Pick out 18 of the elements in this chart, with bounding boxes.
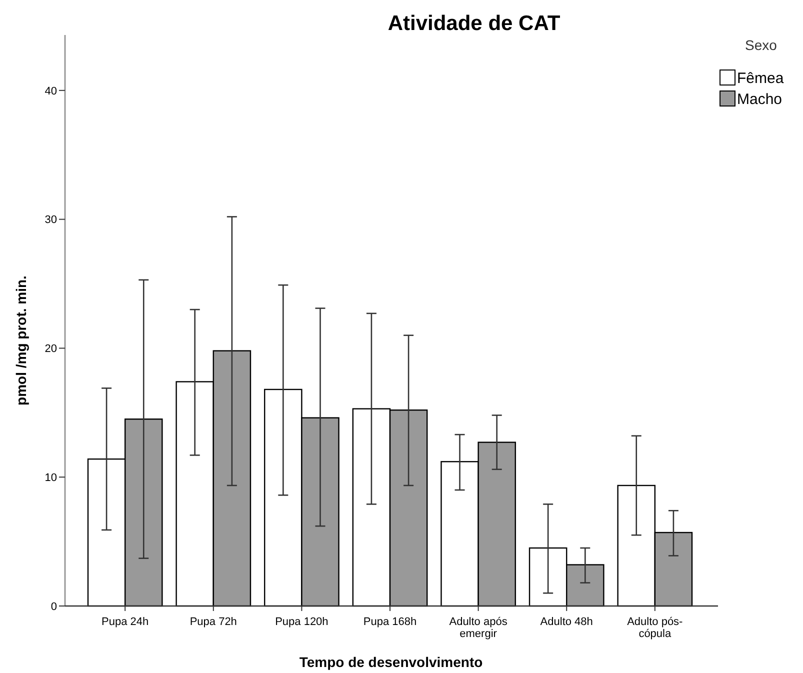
x-tick-label: Pupa 24h [102, 616, 149, 628]
y-tick-label: 0 [50, 600, 57, 613]
legend-label: Macho [737, 91, 782, 108]
x-axis-title: Tempo de desenvolvimento [299, 654, 483, 670]
chart-title: Atividade de CAT [388, 12, 560, 35]
legend-label: Fêmea [737, 70, 784, 87]
x-tick-label: Adulto 48h [540, 616, 593, 628]
legend-title: Sexo [745, 37, 778, 53]
x-tick-label: Pupa 168h [363, 616, 417, 628]
x-tick-label: Adulto pós-cópula [627, 616, 684, 640]
x-tick-label: Adulto após emergir [449, 616, 508, 640]
y-tick-label: 20 [44, 343, 57, 356]
y-axis-title: pmol /mg prot. min. [13, 276, 29, 406]
y-tick-label: 40 [44, 85, 57, 98]
y-tick-label: 10 [44, 472, 57, 484]
y-tick-label: 30 [44, 214, 57, 226]
x-tick-label: Pupa 72h [190, 616, 237, 628]
x-tick-label: Pupa 120h [275, 616, 328, 628]
